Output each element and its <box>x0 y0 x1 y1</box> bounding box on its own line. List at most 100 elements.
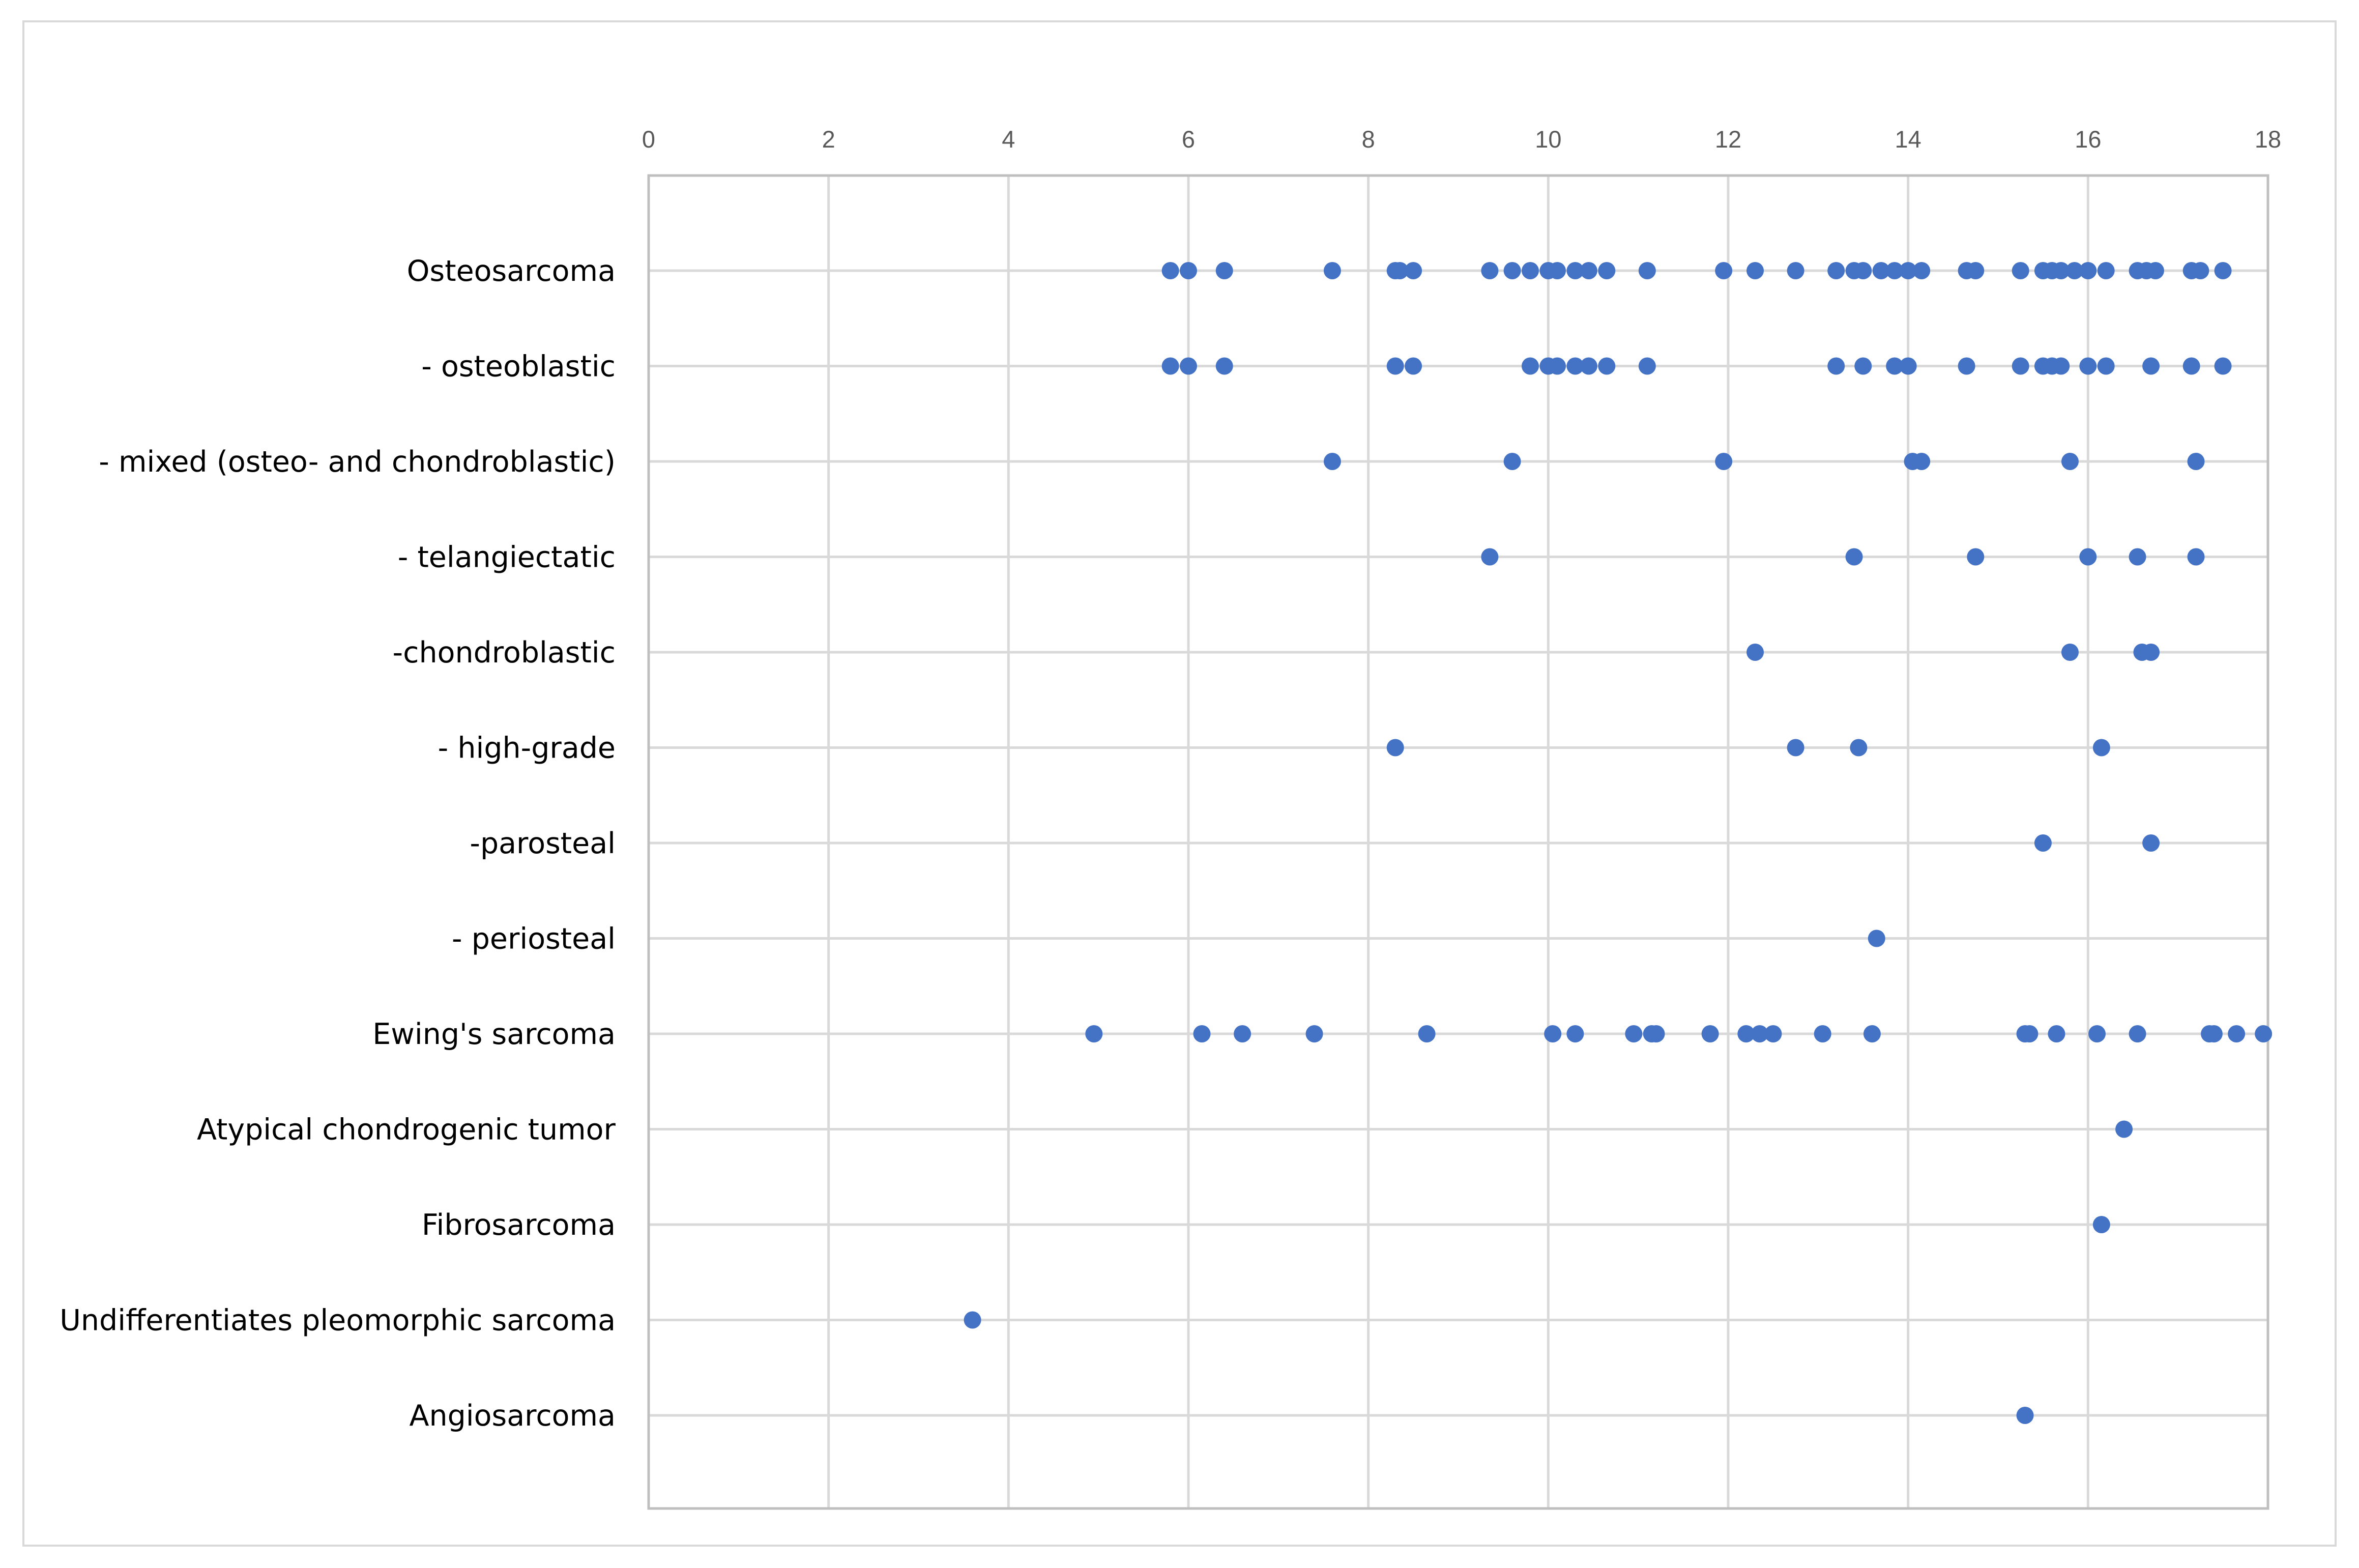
data-point <box>1868 930 1885 947</box>
data-point <box>1899 262 1917 279</box>
data-point <box>2187 548 2205 566</box>
data-point <box>2129 548 2146 566</box>
data-point <box>1418 1025 1436 1042</box>
data-point <box>2052 262 2070 279</box>
data-point <box>2065 262 2083 279</box>
category-label: - osteoblastic <box>421 350 616 384</box>
data-point <box>1503 453 1521 470</box>
data-point <box>1701 1025 1719 1042</box>
x-tick-label: 14 <box>1895 126 1921 153</box>
category-label: Atypical chondrogenic tumor <box>197 1113 616 1147</box>
data-point <box>1751 1025 1768 1042</box>
data-point <box>1886 262 1904 279</box>
data-point <box>1872 262 1890 279</box>
data-point <box>2048 1025 2065 1042</box>
x-tick-label: 10 <box>1535 126 1561 153</box>
category-label: -parosteal <box>470 827 616 860</box>
data-point <box>2092 1216 2110 1233</box>
data-point <box>1481 262 1499 279</box>
data-point <box>2034 834 2052 852</box>
data-point <box>1580 262 1597 279</box>
data-point <box>1638 357 1656 375</box>
data-point <box>1787 262 1804 279</box>
data-point <box>1850 739 1868 757</box>
category-label: Angiosarcoma <box>410 1399 616 1433</box>
data-point <box>2012 357 2029 375</box>
data-point <box>1234 1025 1251 1042</box>
x-tick-label: 2 <box>822 126 835 153</box>
data-point <box>2061 453 2079 470</box>
data-point <box>2205 1025 2223 1042</box>
data-point <box>1827 357 1845 375</box>
data-point <box>1737 1025 1755 1042</box>
data-point <box>1899 357 1917 375</box>
category-label: - telangiectatic <box>398 541 616 574</box>
data-point <box>2088 1025 2106 1042</box>
data-point <box>2187 453 2205 470</box>
data-point <box>2092 739 2110 757</box>
data-point <box>1814 1025 1831 1042</box>
data-point <box>2214 262 2232 279</box>
data-point <box>1215 357 1233 375</box>
data-point <box>1625 1025 1643 1042</box>
data-point <box>2192 262 2209 279</box>
data-point <box>2012 262 2029 279</box>
data-point <box>2061 644 2079 661</box>
data-point <box>1161 357 1179 375</box>
data-point <box>1544 1025 1562 1042</box>
data-point <box>1598 357 1616 375</box>
x-tick-label: 12 <box>1715 126 1741 153</box>
data-point <box>1481 548 1499 566</box>
data-point <box>2097 262 2115 279</box>
x-tick-label: 18 <box>2255 126 2281 153</box>
data-point <box>2142 357 2160 375</box>
data-point <box>1180 357 1197 375</box>
data-point <box>2079 357 2097 375</box>
category-label: Fibrosarcoma <box>422 1208 616 1242</box>
data-point <box>2255 1025 2273 1042</box>
data-point <box>1638 262 1656 279</box>
data-point <box>2079 262 2097 279</box>
category-label: Ewing's sarcoma <box>372 1018 616 1051</box>
data-point <box>2115 1120 2133 1138</box>
data-point <box>1598 262 1616 279</box>
data-point <box>1854 357 1872 375</box>
category-label: Undifferentiates pleomorphic sarcoma <box>60 1304 616 1338</box>
data-point <box>2016 1407 2034 1424</box>
data-point <box>964 1311 981 1329</box>
x-tick-label: 8 <box>1362 126 1375 153</box>
x-tick-label: 0 <box>642 126 655 153</box>
data-point <box>1967 548 1985 566</box>
data-point <box>1715 453 1733 470</box>
data-point <box>1549 357 1566 375</box>
data-point <box>1391 262 1409 279</box>
data-point <box>1405 262 1422 279</box>
data-point <box>2182 357 2200 375</box>
data-point <box>1787 739 1804 757</box>
category-label: - mixed (osteo- and chondroblastic) <box>99 445 616 479</box>
data-point <box>2142 644 2160 661</box>
data-point <box>1566 1025 1584 1042</box>
data-point <box>2097 357 2115 375</box>
category-label: - high-grade <box>438 732 616 765</box>
data-point <box>1863 1025 1881 1042</box>
x-tick-label: 6 <box>1182 126 1195 153</box>
data-point <box>1715 262 1733 279</box>
data-point <box>1647 1025 1665 1042</box>
data-point <box>2146 262 2164 279</box>
data-point <box>1827 262 1845 279</box>
x-axis-ticks: 0 2 4 6 8 10 12 14 16 18 <box>642 126 2281 153</box>
data-point <box>2129 1025 2146 1042</box>
data-point <box>1854 262 1872 279</box>
data-point <box>1886 357 1904 375</box>
data-point <box>1193 1025 1211 1042</box>
data-point <box>1958 357 1975 375</box>
category-labels: Osteosarcoma - osteoblastic - mixed (osteo… <box>60 254 616 1433</box>
data-points <box>964 262 2273 1424</box>
category-label: Osteosarcoma <box>407 254 616 288</box>
chart-frame <box>22 20 2337 1547</box>
x-tick-label: 4 <box>1002 126 1015 153</box>
data-point <box>1566 262 1584 279</box>
data-point <box>1566 357 1584 375</box>
